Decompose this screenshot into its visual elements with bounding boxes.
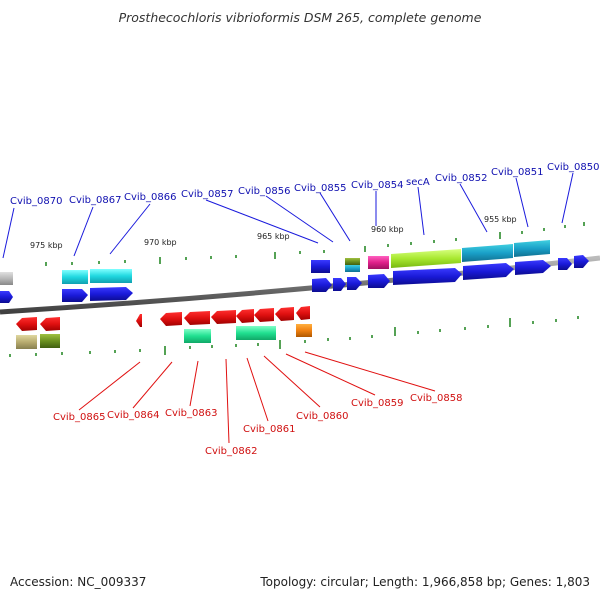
gene-block xyxy=(40,334,60,348)
scale-label: 970 kbp xyxy=(144,238,177,247)
accession-text: Accession: NC_009337 xyxy=(10,575,147,589)
outer-tick-marks xyxy=(45,222,585,266)
gene-label[interactable]: Cvib_0855 xyxy=(294,183,346,194)
gene-label[interactable]: Cvib_0865 xyxy=(53,412,105,423)
gene-label[interactable]: Cvib_0860 xyxy=(296,411,348,422)
gene-block xyxy=(62,270,88,284)
gene-label[interactable]: Cvib_0859 xyxy=(351,398,403,409)
gene-block xyxy=(368,256,389,269)
gene-label[interactable]: Cvib_0857 xyxy=(181,189,233,200)
gene-label[interactable]: Cvib_0852 xyxy=(435,173,487,184)
gene-label[interactable]: Cvib_0870 xyxy=(10,196,62,207)
gene-label[interactable]: Cvib_0850 xyxy=(547,162,599,173)
inner-tick-marks xyxy=(9,316,579,357)
gene-block xyxy=(296,324,312,337)
gene-label[interactable]: Cvib_0867 xyxy=(69,195,121,206)
reverse-strand-genes xyxy=(16,306,310,331)
top-label-leaders xyxy=(2,172,574,259)
gene-label[interactable]: Cvib_0866 xyxy=(124,192,176,203)
gene-arrow xyxy=(574,255,589,268)
gene-arrow xyxy=(558,258,572,270)
genome-stats-text: Topology: circular; Length: 1,966,858 bp… xyxy=(260,575,590,589)
gene-label[interactable]: Cvib_0863 xyxy=(165,408,217,419)
gene-arrow xyxy=(90,287,133,301)
scale-label: 975 kbp xyxy=(30,241,63,250)
gene-arrow xyxy=(136,314,142,327)
gene-arrow xyxy=(254,308,274,322)
gene-arrow xyxy=(463,263,514,280)
forward-functional-genes xyxy=(0,240,550,285)
gene-arrow xyxy=(184,311,210,325)
gene-arrow xyxy=(296,306,310,320)
gene-label[interactable]: Cvib_0856 xyxy=(238,186,290,197)
gene-arrow xyxy=(236,309,254,323)
gene-block xyxy=(391,249,461,268)
gene-block xyxy=(236,326,276,340)
gene-arrow xyxy=(347,277,362,290)
gene-block xyxy=(0,272,13,285)
gene-label[interactable]: secA xyxy=(406,177,430,188)
forward-strand-genes xyxy=(0,255,589,303)
gene-block xyxy=(311,260,330,273)
gene-arrow xyxy=(160,312,182,326)
gene-label[interactable]: Cvib_0858 xyxy=(410,393,462,404)
gene-block xyxy=(184,329,211,343)
gene-arrow xyxy=(62,289,88,302)
gene-arrow xyxy=(16,317,37,331)
scale-label: 965 kbp xyxy=(257,232,290,241)
gene-label[interactable]: Cvib_0864 xyxy=(107,410,159,421)
gene-arrow xyxy=(393,268,462,285)
gene-arrow xyxy=(333,278,346,291)
gene-block xyxy=(345,265,360,272)
reverse-functional-genes xyxy=(16,324,312,349)
gene-arrow xyxy=(515,260,551,275)
gene-block xyxy=(90,269,132,283)
bottom-label-leaders xyxy=(78,351,436,444)
gene-block xyxy=(345,258,360,265)
gene-arrow xyxy=(312,278,332,292)
gene-label[interactable]: Cvib_0862 xyxy=(205,446,257,457)
gene-arrow xyxy=(40,317,60,331)
scale-label: 960 kbp xyxy=(371,225,404,234)
gene-block xyxy=(16,335,37,349)
gene-block xyxy=(462,244,513,262)
scale-label: 955 kbp xyxy=(484,215,517,224)
gene-label[interactable]: Cvib_0854 xyxy=(351,180,403,191)
gene-label[interactable]: Cvib_0861 xyxy=(243,424,295,435)
genome-title: Prosthecochloris vibrioformis DSM 265, c… xyxy=(118,10,482,25)
gene-label[interactable]: Cvib_0851 xyxy=(491,167,543,178)
gene-arrow xyxy=(275,307,294,321)
gene-block xyxy=(514,240,550,257)
gene-arrow xyxy=(0,291,13,303)
gene-arrow xyxy=(211,310,236,324)
gene-arrow xyxy=(368,274,390,288)
